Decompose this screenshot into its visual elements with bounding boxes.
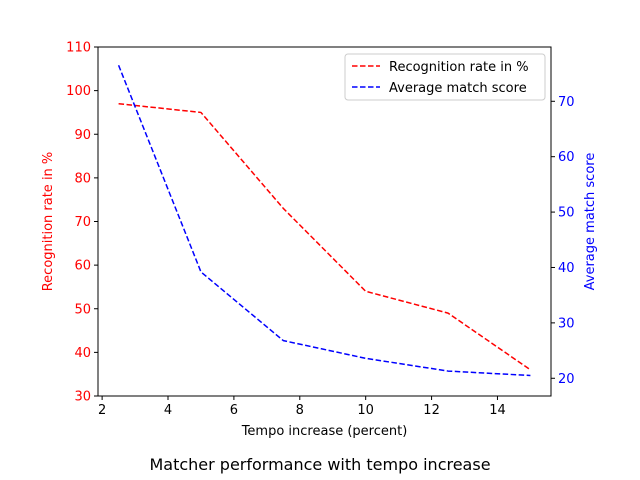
plot-frame — [97, 46, 552, 397]
right-y-tick-label: 60 — [558, 150, 575, 165]
legend-label-average-match-score: Average match score — [389, 81, 527, 96]
left-y-tick-label: 110 — [66, 41, 91, 56]
left-y-tick-label: 50 — [74, 302, 91, 317]
series-line-average-match-score — [117, 65, 531, 377]
x-tick-label: 10 — [357, 403, 374, 418]
left-y-tick-label: 30 — [74, 390, 91, 405]
left-y-tick-label: 90 — [74, 128, 91, 143]
x-tick-label: 14 — [489, 403, 506, 418]
legend-label-recognition-rate: Recognition rate in % — [389, 60, 529, 75]
x-tick-label: 4 — [164, 403, 172, 418]
x-tick-label: 12 — [423, 403, 440, 418]
left-y-axis-title: Recognition rate in % — [41, 152, 56, 292]
x-tick-label: 2 — [98, 403, 106, 418]
right-y-tick-label: 50 — [558, 206, 575, 221]
x-tick-label: 8 — [296, 403, 304, 418]
right-y-tick-label: 30 — [558, 316, 575, 331]
right-y-tick-label: 20 — [558, 372, 575, 387]
left-y-tick-label: 70 — [74, 215, 91, 230]
legend: Recognition rate in % Average match scor… — [344, 53, 546, 101]
left-y-tick-label: 100 — [66, 84, 91, 99]
x-axis-title: Tempo increase (percent) — [241, 424, 408, 439]
right-y-axis-title: Average match score — [583, 153, 598, 291]
left-y-tick-label: 40 — [74, 346, 91, 361]
chart-caption: Matcher performance with tempo increase — [149, 455, 490, 474]
left-y-tick-label: 80 — [74, 171, 91, 186]
series-line-recognition-rate-in — [118, 102, 531, 371]
left-y-tick-label: 60 — [74, 259, 91, 274]
right-y-tick-label: 40 — [558, 261, 575, 276]
legend-box — [344, 53, 546, 101]
right-y-tick-label: 70 — [558, 95, 575, 110]
x-tick-label: 6 — [230, 403, 238, 418]
